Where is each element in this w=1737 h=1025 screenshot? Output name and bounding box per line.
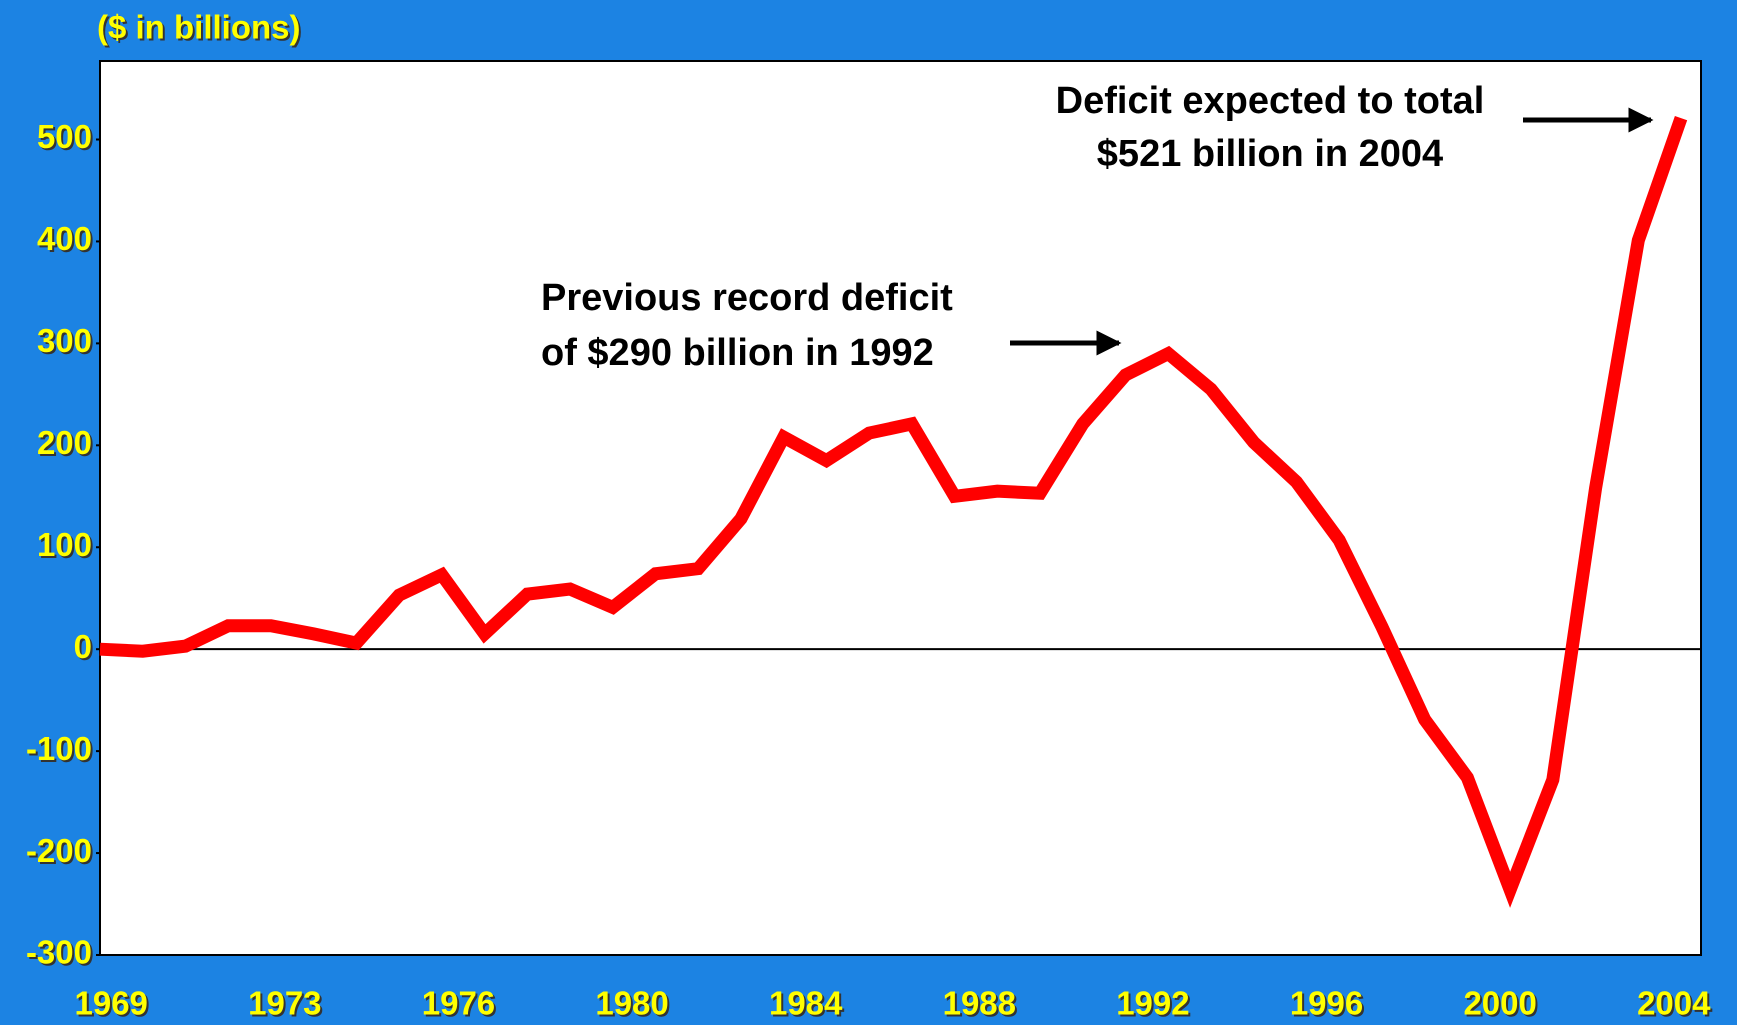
x-tick-shadow: 1980 [597,987,670,1024]
chart-title: ($ in billions) [97,9,301,46]
y-tick-shadow: -200 [28,834,94,871]
x-tick-label: 1980 [595,985,668,1022]
y-tick-label: 500 [37,118,92,155]
line [99,115,1688,908]
y-tick-shadow: 400 [39,222,94,259]
annotation: Previous record deficit [541,277,953,319]
y-tick-label: 400 [37,220,92,257]
x-tick-label: 1996 [1290,985,1363,1022]
x-tick-shadow: 1984 [771,987,845,1024]
x-tick-label: 1969 [74,985,147,1022]
y-tick-label: 0 [74,628,92,665]
y-tick-label: -300 [26,934,92,971]
x-tick-label: 2000 [1463,985,1536,1022]
y-tick-shadow: 0 [76,630,94,667]
x-tick-shadow: 1973 [250,987,323,1024]
annotation: $521 billion in 2004 [1097,133,1443,175]
plot-area [99,60,1702,956]
x-tick-shadow: 1988 [945,987,1018,1024]
y-tick-shadow: 200 [39,426,94,463]
x-tick-label: 1984 [769,985,843,1022]
y-tick-shadow: -100 [28,732,94,769]
x-tick-label: 1976 [422,985,495,1022]
y-tick-label: 300 [37,322,92,359]
y-tick-label: 100 [37,526,92,563]
annotation: of $290 billion in 1992 [541,332,934,374]
x-tick-shadow: 1976 [424,987,497,1024]
annotation: Deficit expected to total [1056,80,1485,122]
x-tick-label: 2004 [1637,985,1711,1022]
y-tick-shadow: 300 [39,324,94,361]
y-tick-label: 200 [37,424,92,461]
y-tick-shadow: 100 [39,528,94,565]
x-tick-label: 1988 [943,985,1016,1022]
x-tick-shadow: 2000 [1465,987,1538,1024]
y-tick-shadow: -300 [28,936,94,973]
x-tick-label: 1992 [1116,985,1189,1022]
x-tick-label: 1973 [248,985,321,1022]
y-tick-shadow: 500 [39,120,94,157]
x-tick-shadow: 2004 [1639,987,1713,1024]
title-shadow: ($ in billions) [99,11,303,48]
y-tick-label: -200 [26,832,92,869]
x-tick-shadow: 1992 [1118,987,1191,1024]
x-tick-shadow: 1969 [76,987,149,1024]
y-tick-label: -100 [26,730,92,767]
x-tick-shadow: 1996 [1292,987,1365,1024]
